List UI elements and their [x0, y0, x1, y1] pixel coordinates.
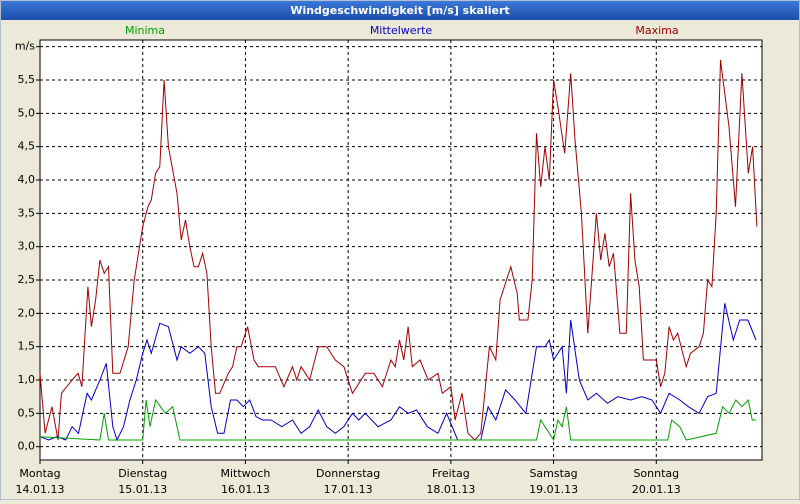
x-tick-date: 15.01.13	[118, 483, 167, 496]
x-tick-label: Dienstag	[118, 467, 167, 480]
y-tick-label: 5,0	[18, 106, 36, 119]
title-bar	[1, 1, 799, 20]
y-tick-label: m/s	[15, 40, 35, 53]
series-line	[39, 59, 758, 441]
x-tick-date: 19.01.13	[529, 483, 578, 496]
x-tick-label: Freitag	[432, 467, 470, 480]
y-tick-label: 2,5	[18, 273, 36, 286]
x-tick-label: Mittwoch	[220, 467, 270, 480]
series-line	[39, 398, 756, 442]
x-tick-label: Sonntag	[633, 467, 679, 480]
y-tick-label: 3,5	[18, 206, 36, 219]
y-tick-label: 0,0	[18, 440, 36, 453]
y-tick-label: 4,5	[18, 140, 36, 153]
x-tick-date: 14.01.13	[16, 483, 65, 496]
x-tick-date: 17.01.13	[324, 483, 373, 496]
y-tick-label: 2,0	[18, 306, 36, 319]
y-tick-label: 0,5	[18, 406, 36, 419]
x-tick-date: 20.01.13	[632, 483, 681, 496]
plot-area	[39, 39, 763, 461]
series-line	[39, 303, 757, 442]
chart-title: Windgeschwindigkeit [m/s] skaliert	[290, 4, 509, 17]
y-tick-label: 3,0	[18, 240, 36, 253]
x-tick-label: Montag	[19, 467, 60, 480]
x-tick-date: 16.01.13	[221, 483, 270, 496]
y-tick-label: 1,0	[18, 373, 36, 386]
legend-label: Mittelwerte	[370, 24, 433, 37]
x-tick-date: 18.01.13	[426, 483, 475, 496]
x-tick-label: Donnerstag	[316, 467, 380, 480]
y-tick-label: 4,0	[18, 173, 36, 186]
y-tick-label: 5,5	[18, 73, 36, 86]
x-tick-label: Samstag	[529, 467, 577, 480]
legend-label: Minima	[125, 24, 165, 37]
legend-label: Maxima	[635, 24, 678, 37]
y-tick-label: 1,5	[18, 340, 36, 353]
